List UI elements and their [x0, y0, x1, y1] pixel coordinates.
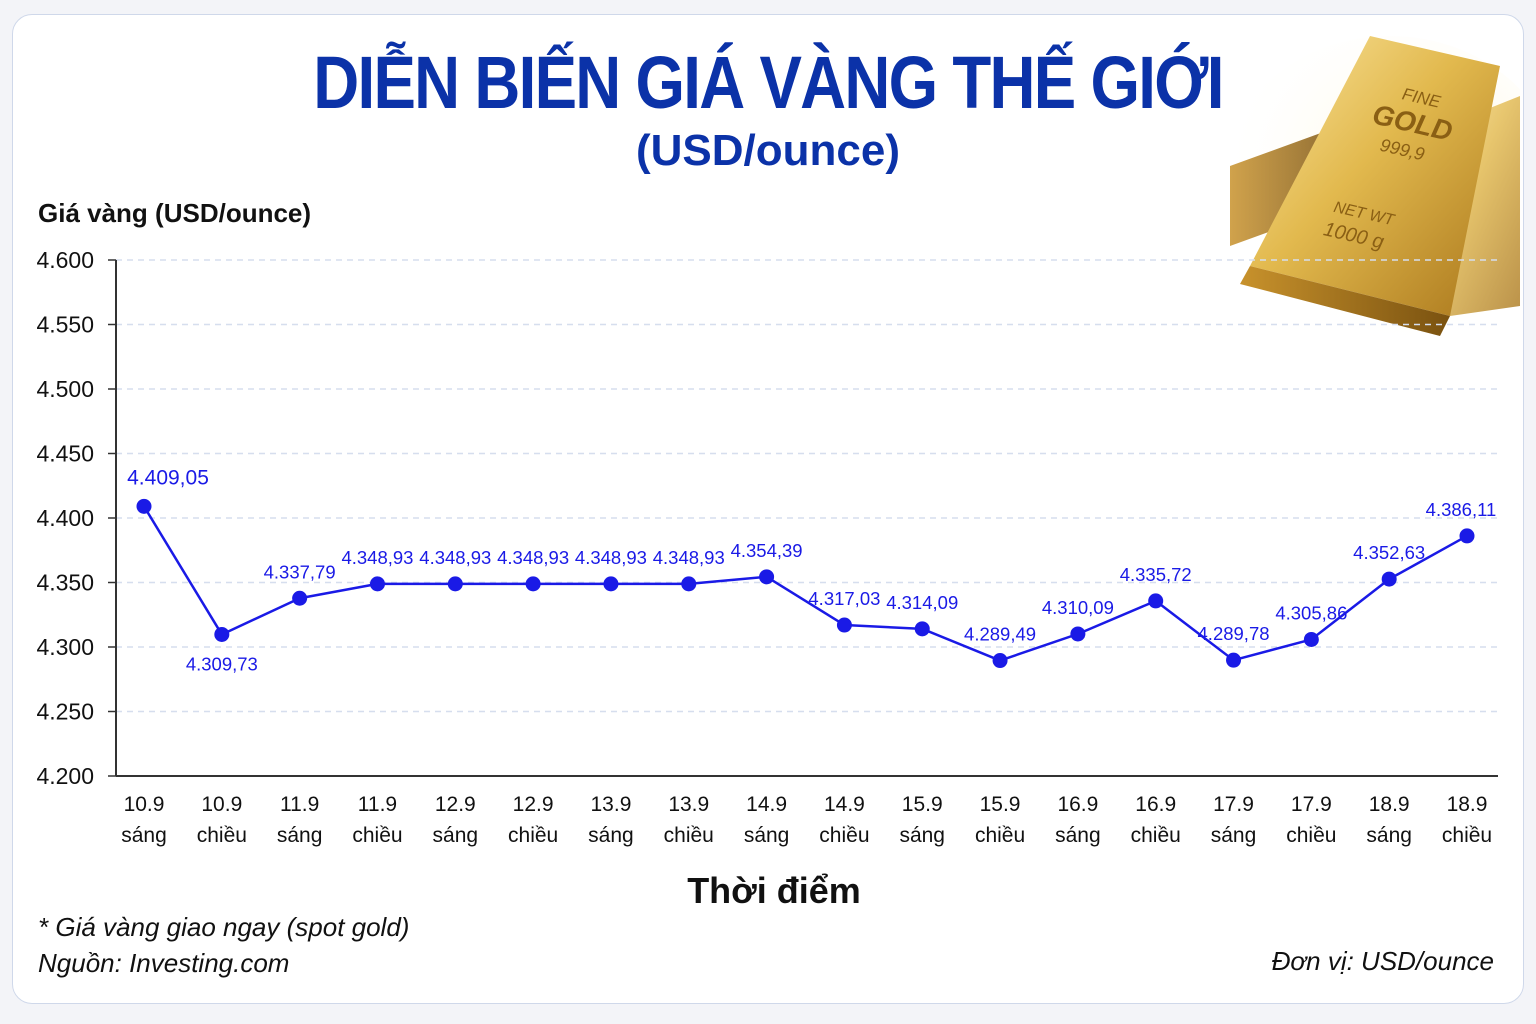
unit-note: Đơn vị: USD/ounce	[1271, 946, 1494, 976]
y-axis-label: Giá vàng (USD/ounce)	[38, 198, 312, 228]
data-point	[759, 569, 775, 585]
data-label: 4.348,93	[653, 547, 725, 568]
data-point	[1303, 631, 1319, 647]
y-tick-label: 4.250	[36, 699, 94, 725]
x-tick-label-date: 13.9	[668, 793, 709, 816]
x-tick-label-session: chiều	[1131, 824, 1181, 847]
source-note: Nguồn: Investing.com	[38, 948, 290, 978]
x-tick-label-session: chiều	[1442, 824, 1492, 847]
series-line	[142, 505, 1468, 662]
y-tick-label: 4.350	[36, 570, 94, 596]
x-tick-label-session: chiều	[1286, 824, 1336, 847]
line-chart: 4.200 4.250 4.300 4.350 4.400 4.450 4.500 4.550…	[36, 247, 1498, 847]
x-tick-label-session: chiều	[508, 824, 558, 847]
data-label: 4.337,79	[264, 561, 336, 582]
data-label: 4.309,73	[186, 653, 258, 674]
x-axis-label: Thời điểm	[687, 870, 861, 911]
data-label: 4.310,09	[1042, 597, 1114, 618]
y-tick-label: 4.300	[36, 634, 94, 660]
page-subtitle: (USD/ounce)	[636, 126, 900, 175]
x-tick-label-session: chiều	[975, 824, 1025, 847]
data-point	[1459, 528, 1475, 544]
x-tick-label-date: 10.9	[124, 793, 165, 816]
data-point	[914, 621, 930, 637]
data-point	[214, 626, 230, 642]
x-tick-label-session: sáng	[277, 824, 323, 847]
x-tick-label-date: 12.9	[435, 793, 476, 816]
x-tick-label-date: 11.9	[358, 793, 397, 816]
page-title: DIỄN BIẾN GIÁ VÀNG THẾ GIỚI	[313, 41, 1224, 124]
y-tick-label: 4.500	[36, 376, 94, 402]
data-label: 4.305,86	[1275, 602, 1347, 623]
x-tick-label-session: sáng	[1211, 824, 1257, 847]
y-tick-label: 4.600	[36, 247, 94, 273]
x-tick-label-session: sáng	[1366, 824, 1412, 847]
y-tick-label: 4.400	[36, 505, 94, 531]
x-tick-label-session: sáng	[744, 824, 790, 847]
x-tick-label-date: 13.9	[591, 793, 632, 816]
data-label: 4.409,05	[127, 466, 209, 489]
data-label: 4.386,11	[1426, 499, 1497, 520]
data-point	[136, 498, 152, 514]
data-label: 4.348,93	[575, 547, 647, 568]
data-label: 4.352,63	[1353, 542, 1425, 563]
y-tick-label: 4.200	[36, 763, 94, 789]
x-tick-label-date: 14.9	[824, 793, 865, 816]
x-tick-label-date: 17.9	[1213, 793, 1254, 816]
data-point	[603, 576, 619, 592]
x-tick-label-date: 15.9	[902, 793, 943, 816]
data-label: 4.354,39	[731, 540, 803, 561]
x-tick-label-date: 18.9	[1369, 793, 1410, 816]
data-point	[525, 576, 541, 592]
data-label: 4.289,49	[964, 624, 1036, 645]
gold-bar-image: FINE GOLD 999,9 NET WT 1000 g	[1220, 36, 1520, 336]
data-label: 4.314,09	[886, 592, 958, 613]
data-label: 4.348,93	[341, 547, 413, 568]
x-tick-label-date: 14.9	[746, 793, 787, 816]
data-label: 4.348,93	[419, 547, 491, 568]
x-tick-label-session: sáng	[588, 824, 634, 847]
y-tick-label: 4.450	[36, 441, 94, 467]
x-tick-label-session: chiều	[819, 824, 869, 847]
x-tick-label-date: 11.9	[280, 793, 319, 816]
x-tick-label-session: sáng	[433, 824, 479, 847]
x-tick-label-date: 17.9	[1291, 793, 1332, 816]
x-tick-label-session: chiều	[197, 824, 247, 847]
x-tick-label-session: chiều	[664, 824, 714, 847]
data-point	[1070, 626, 1086, 642]
x-tick-label-session: sáng	[121, 824, 167, 847]
data-point	[292, 590, 308, 606]
data-point	[447, 576, 463, 592]
data-point	[369, 576, 385, 592]
data-point	[992, 653, 1008, 669]
x-tick-label-session: sáng	[899, 824, 945, 847]
data-label: 4.317,03	[808, 588, 880, 609]
data-label: 4.289,78	[1198, 623, 1270, 644]
x-tick-label-date: 12.9	[513, 793, 554, 816]
x-tick-label-session: sáng	[1055, 824, 1101, 847]
x-tick-label-session: chiều	[352, 824, 402, 847]
x-tick-label-date: 16.9	[1057, 793, 1098, 816]
footnote: * Giá vàng giao ngay (spot gold)	[38, 912, 410, 942]
x-tick-label-date: 16.9	[1135, 793, 1176, 816]
x-tick-label-date: 18.9	[1447, 793, 1488, 816]
data-point	[836, 617, 852, 633]
data-label: 4.348,93	[497, 547, 569, 568]
data-point	[1148, 593, 1164, 609]
x-tick-label-date: 10.9	[201, 793, 242, 816]
data-label: 4.335,72	[1120, 564, 1192, 585]
data-point	[1381, 571, 1397, 587]
y-tick-label: 4.550	[36, 312, 94, 338]
data-point	[681, 576, 697, 592]
x-tick-label-date: 15.9	[980, 793, 1021, 816]
data-point	[1226, 652, 1242, 668]
